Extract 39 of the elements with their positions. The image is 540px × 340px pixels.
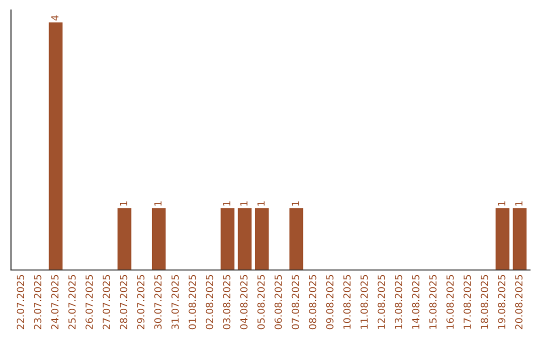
data-label: 1 (292, 201, 299, 206)
x-tick-label: 14.08.2025 (412, 275, 420, 329)
data-label: 1 (223, 201, 230, 206)
x-tick-label: 05.08.2025 (257, 275, 265, 330)
x-tick-label: 19.08.2025 (498, 275, 506, 329)
x-tick-label: 22.07.2025 (16, 275, 24, 330)
x-tick-label: 31.07.2025 (171, 275, 179, 330)
x-tick-label: 11.08.2025 (360, 275, 368, 329)
x-tick-label: 07.08.2025 (292, 275, 300, 330)
x-tick-label: 10.08.2025 (343, 275, 351, 329)
x-tick-label: 04.08.2025 (240, 275, 248, 330)
data-label: 4 (51, 15, 58, 21)
x-tick-label: 30.07.2025 (154, 275, 162, 330)
x-tick-label: 29.07.2025 (137, 275, 144, 330)
data-label: 1 (258, 201, 265, 206)
x-tick-label: 27.07.2025 (102, 275, 110, 330)
x-tick-label: 12.08.2025 (378, 275, 386, 329)
x-tick-label: 20.08.2025 (515, 275, 523, 330)
x-tick-label: 18.08.2025 (480, 275, 488, 329)
data-label: 1 (154, 201, 162, 206)
x-tick-label: 16.08.2025 (446, 275, 454, 329)
x-tick-label: 26.07.2025 (86, 275, 93, 330)
x-tick-label: 09.08.2025 (326, 275, 334, 330)
data-label: 1 (240, 201, 248, 206)
x-tick-label: 01.08.2025 (188, 275, 196, 330)
x-tick-label: 06.08.2025 (274, 275, 282, 330)
x-tick-label: 15.08.2025 (429, 275, 437, 329)
x-tick-label: 24.07.2025 (51, 275, 59, 330)
x-tick-label: 25.07.2025 (68, 275, 76, 330)
x-tick-label: 17.08.2025 (464, 275, 471, 329)
data-label: 1 (515, 201, 522, 206)
x-tick-label: 13.08.2025 (394, 275, 402, 329)
x-tick-label: 28.07.2025 (120, 275, 128, 330)
data-label: 1 (120, 201, 128, 206)
x-tick-label: 08.08.2025 (308, 275, 316, 330)
x-tick-label: 23.07.2025 (34, 275, 42, 330)
x-tick-label: 02.08.2025 (206, 275, 214, 330)
data-label: 1 (498, 201, 506, 206)
x-tick-label: 03.08.2025 (223, 275, 230, 330)
